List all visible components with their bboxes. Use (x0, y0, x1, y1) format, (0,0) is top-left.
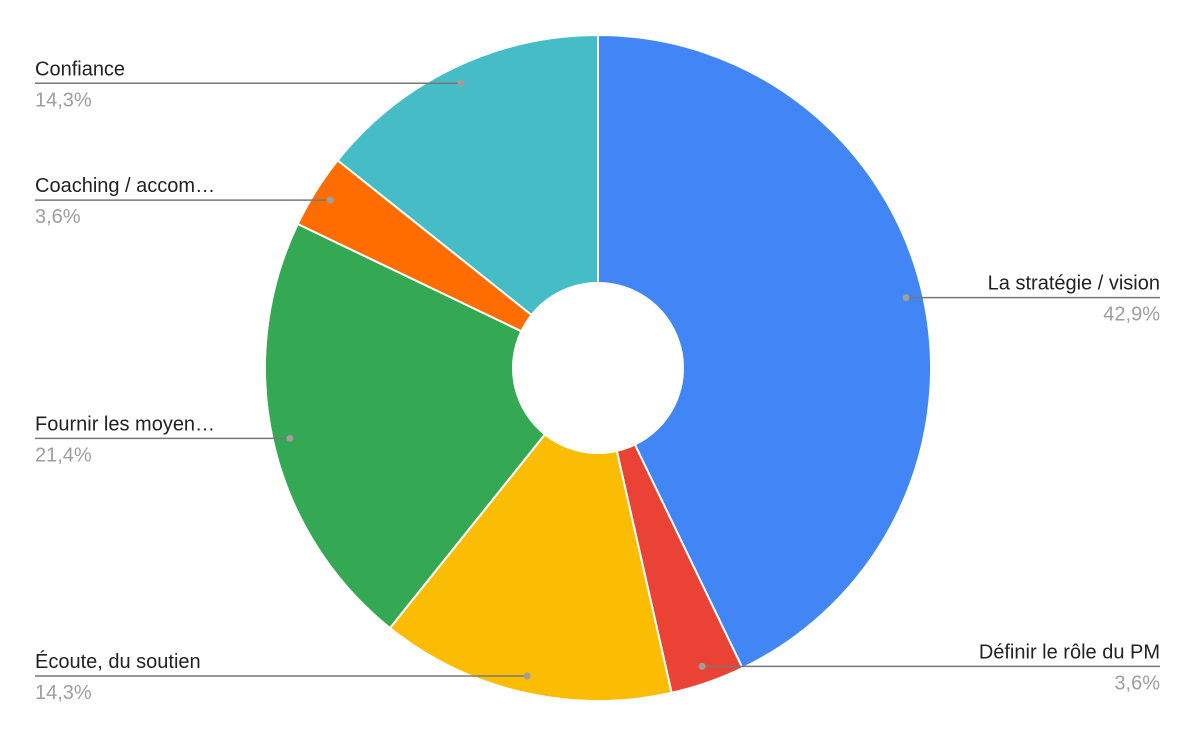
slice (336, 33, 599, 317)
slice-value: 21,4% (35, 444, 92, 466)
leader-dot (902, 294, 910, 302)
slice-value: 42,9% (1103, 304, 1160, 326)
slice-label: Fournir les moyen… (35, 413, 215, 435)
slice-label: Définir le rôle du PM (979, 641, 1160, 663)
slice-value: 14,3% (35, 682, 92, 704)
slice (264, 222, 547, 630)
slice-value: 14,3% (35, 89, 92, 111)
leader-dot (523, 672, 531, 680)
slice-label: Écoute, du soutien (35, 650, 201, 673)
slice-value: 3,6% (1114, 672, 1160, 694)
slice-label: Confiance (35, 58, 125, 80)
slice (388, 432, 673, 702)
slice-label: La stratégie / vision (988, 273, 1160, 295)
slice-value: 3,6% (35, 206, 81, 228)
slice (597, 33, 932, 670)
leader-dot (286, 434, 294, 442)
slice-label: Coaching / accom… (35, 175, 215, 197)
leader-dot (698, 662, 706, 670)
leader-dot (457, 79, 465, 87)
leader-dot (326, 196, 334, 204)
